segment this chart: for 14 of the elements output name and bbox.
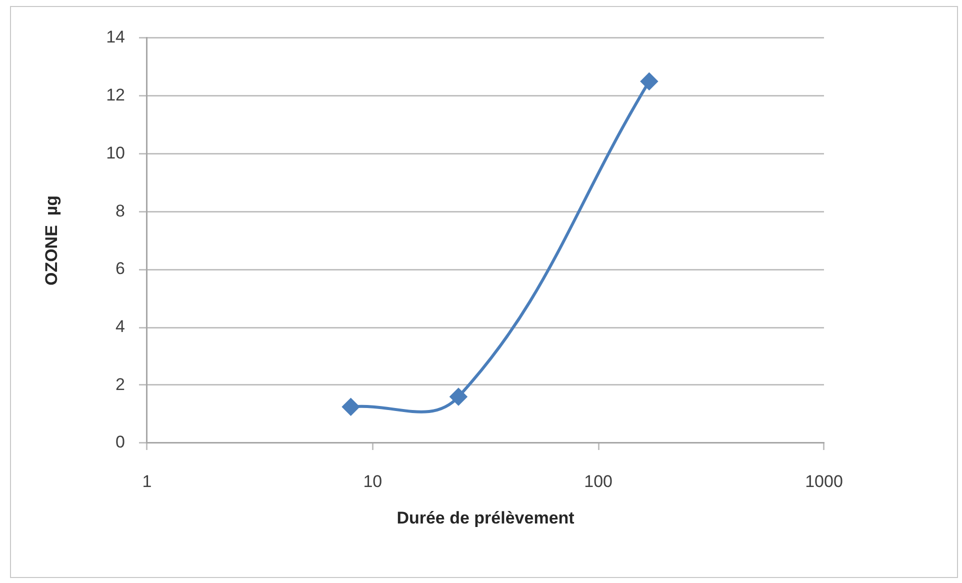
x-axis-title: Durée de prélèvement [396,508,575,528]
y-tick-label: 4 [116,316,125,336]
x-tick-label: 1 [142,472,152,491]
y-tick-label: 0 [116,432,125,452]
y-tick-label: 8 [116,201,125,220]
x-tick-label: 10 [363,472,382,491]
y-tick-label: 6 [116,259,125,278]
y-tick-label: 14 [106,28,125,47]
y-tick-label: 2 [116,374,125,394]
y-axis-title: OZONE µg [42,195,61,286]
y-tick-label: 12 [106,86,125,105]
y-tick-label: 10 [106,143,125,162]
x-tick-label: 100 [584,472,613,491]
x-tick-label: 1000 [805,472,843,491]
